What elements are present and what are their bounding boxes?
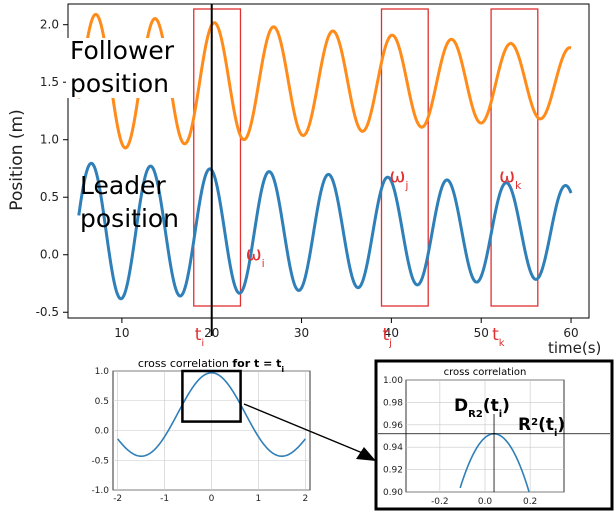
zoom-connector-line (243, 403, 366, 455)
cc-grid: -2 -1 0 1 2 -1.0 -0.5 0.0 0.5 1.0 (91, 367, 310, 504)
zoom-x-tick-label: 0.0 (478, 497, 493, 507)
zoom-connector (243, 403, 376, 461)
zoom-chart: -0.2 0.0 0.2 0.90 0.92 0.94 0.96 0.98 1.00 cross… (374, 359, 614, 511)
leader-position-line (77, 161, 573, 301)
cc-y-tick-label: 0.0 (95, 427, 110, 437)
window-time-label: ti (195, 325, 204, 349)
zoom-y-tick-label: 0.96 (383, 421, 403, 431)
zoom-connector-arrowhead (356, 447, 376, 461)
window-freq-label: ωk (499, 165, 522, 192)
time-window-rect (490, 8, 539, 307)
main-y-tick-label: 1.0 (40, 133, 59, 147)
cc-y-tick-label: 1.0 (95, 367, 110, 377)
time-window-rect (380, 8, 429, 307)
main-x-tick-label: 40 (384, 326, 399, 340)
main-y-tick-label: 0.0 (40, 248, 59, 262)
main-y-tick-label: 1.5 (40, 75, 59, 89)
zoom-title: cross correlation (444, 367, 527, 378)
follower-label-line1: Follower (70, 36, 175, 65)
cc-y-tick-label: -0.5 (91, 456, 109, 466)
cc-x-tick-label: 0 (209, 494, 215, 504)
main-x-tick-label: 60 (563, 326, 578, 340)
follower-position-line (77, 12, 572, 150)
zoom-y-tick-label: 0.98 (383, 398, 403, 408)
cc-x-tick-label: -2 (113, 494, 122, 504)
cc-zoom-box (181, 369, 242, 423)
window-freq-label: ωj (389, 165, 408, 192)
zoom-y-tick-label: 0.92 (383, 466, 403, 476)
leader-label-line2: position (80, 204, 179, 233)
zoom-r-label: R2(ti) (518, 415, 565, 439)
main-y-tick-label: 2.0 (40, 18, 59, 32)
main-x-tick-label: 30 (294, 326, 309, 340)
zoom-grid: -0.2 0.0 0.2 0.90 0.92 0.94 0.96 0.98 1.00 (383, 376, 564, 507)
main-y-tick-label: -0.5 (36, 305, 59, 319)
series-annotations: Follower position Leader position (66, 36, 188, 233)
zoom-x-tick-label: -0.2 (431, 497, 449, 507)
main-x-tick-label: 10 (114, 326, 129, 340)
follower-label-line2: position (70, 69, 169, 98)
leader-label-line1: Leader (80, 171, 166, 200)
main-x-tick-label: 50 (474, 326, 489, 340)
cc-x-tick-label: 2 (302, 494, 308, 504)
cc-curve (117, 371, 306, 457)
time-windows (193, 8, 539, 307)
zoom-y-tick-label: 0.90 (383, 488, 403, 498)
window-time-label: tj (382, 325, 391, 349)
cross-correlation-chart: -2 -1 0 1 2 -1.0 -0.5 0.0 0.5 1.0 cross correlati… (91, 357, 311, 504)
window-labels: ωi ti ωj tj ωk tk (195, 165, 522, 349)
cc-x-tick-label: 1 (256, 494, 262, 504)
main-x-ticks: 102030405060 (114, 318, 579, 340)
main-y-tick-label: 0.5 (40, 190, 59, 204)
time-window-rect (193, 8, 242, 307)
main-y-axis-label: Position (m) (7, 109, 27, 210)
window-time-label: tk (492, 325, 505, 349)
zoom-y-tick-label: 1.00 (383, 376, 403, 386)
window-freq-label: ωi (246, 243, 265, 270)
zoom-x-tick-label: 0.2 (523, 497, 537, 507)
zoom-y-tick-label: 0.94 (383, 443, 403, 453)
cc-y-tick-label: -1.0 (91, 486, 109, 496)
follower-label-bg (66, 38, 188, 98)
main-x-axis-label: time(s) (548, 339, 601, 357)
cc-y-tick-label: 0.5 (95, 397, 109, 407)
zoom-d-label: DR2(ti) (454, 396, 510, 420)
main-y-ticks: -0.5 0.0 0.5 1.0 1.5 2.0 (36, 18, 68, 319)
cc-title: cross correlation for t = ti (138, 357, 285, 374)
cc-x-tick-label: -1 (160, 494, 169, 504)
